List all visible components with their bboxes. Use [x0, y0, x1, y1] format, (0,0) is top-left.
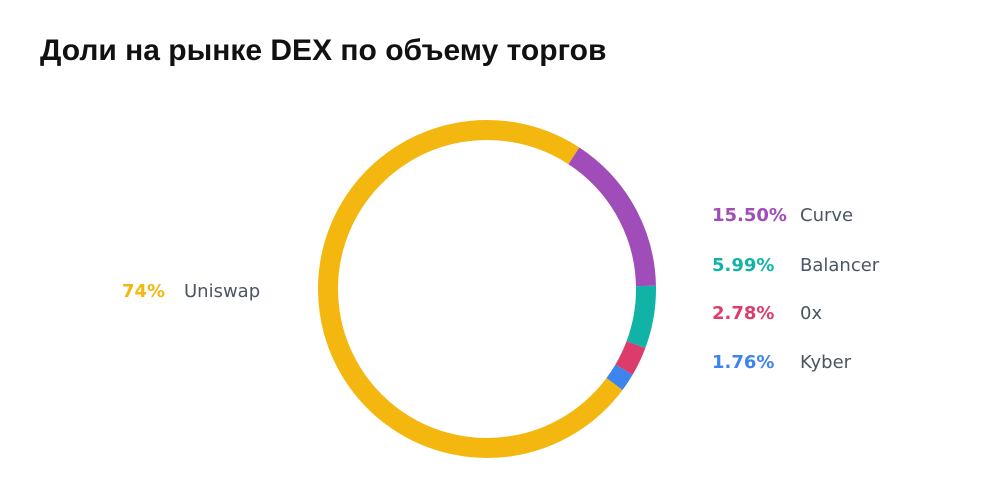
legend-item-0x: 2.78% 0x — [712, 301, 822, 325]
legend-label-kyber: Kyber — [800, 351, 852, 373]
legend-value-curve: 15.50% — [712, 204, 787, 226]
legend-label-balancer: Balancer — [800, 254, 880, 276]
legend-item-balancer: 5.99% Balancer — [712, 253, 879, 277]
slice-curve — [318, 119, 656, 458]
legend-label-curve: Curve — [800, 204, 854, 226]
legend-label-uniswap: Uniswap — [184, 280, 261, 302]
slice-kyber — [318, 119, 656, 458]
legend-item-uniswap: 74% Uniswap — [122, 279, 260, 303]
donut-slices — [318, 119, 656, 458]
legend-value-0x: 2.78% — [712, 302, 775, 324]
legend-item-kyber: 1.76% Kyber — [712, 350, 851, 374]
legend-item-curve: 15.50% Curve — [712, 203, 853, 227]
legend-value-balancer: 5.99% — [712, 254, 775, 276]
chart-title: Доли на рынке DEX по объему торгов — [40, 34, 607, 67]
legend-label-0x: 0x — [800, 302, 823, 324]
legend-value-kyber: 1.76% — [712, 351, 775, 373]
legend-value-uniswap: 74% — [122, 280, 166, 302]
